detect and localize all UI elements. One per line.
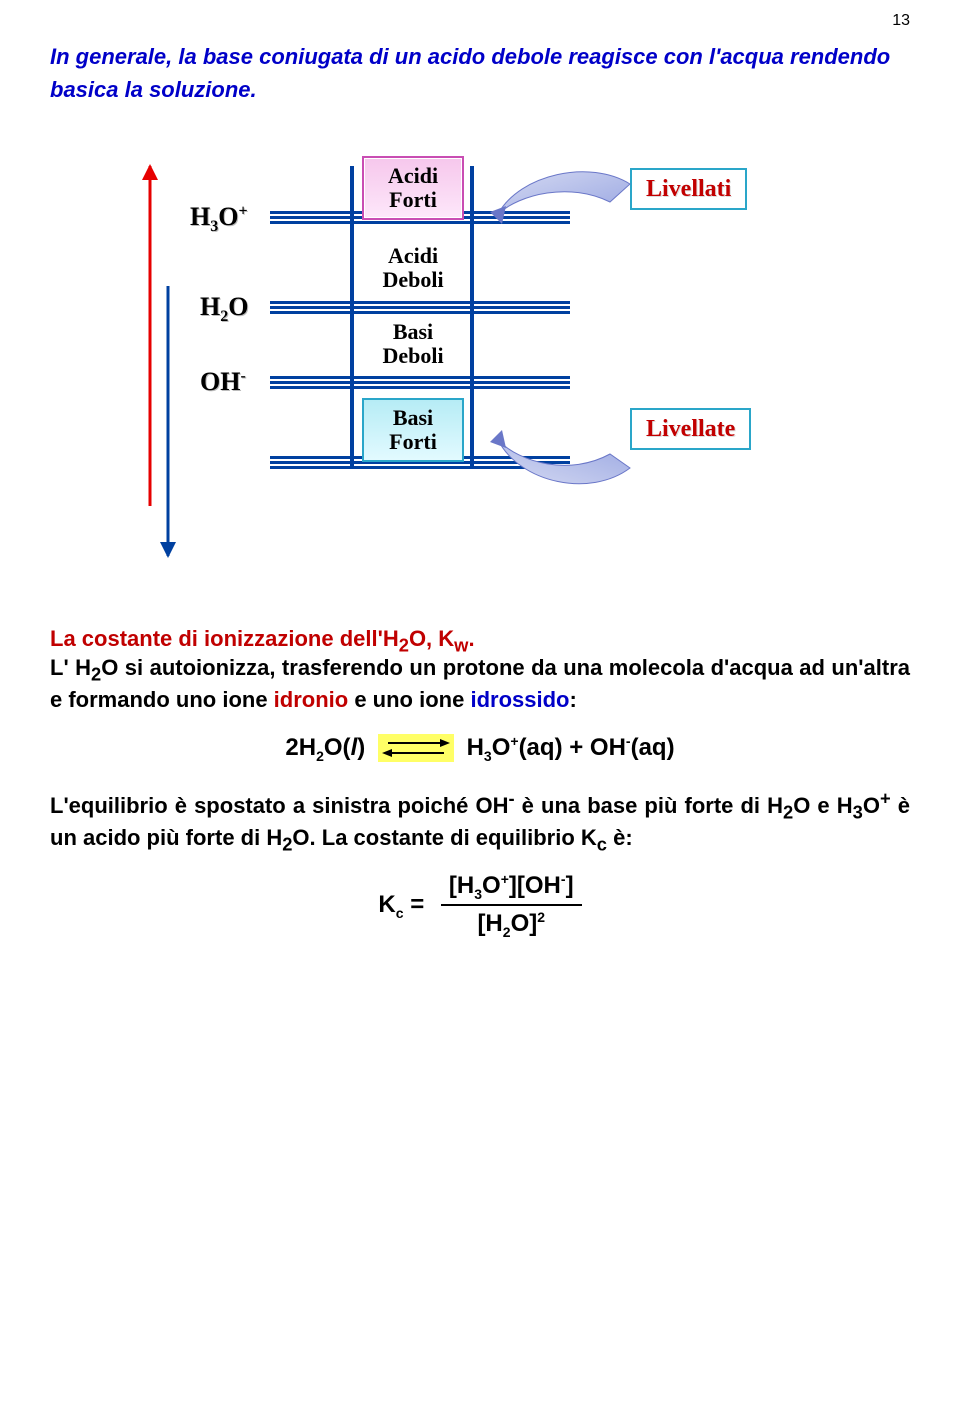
frag-3: e uno ione: [348, 687, 470, 712]
triple-line-3: [270, 376, 570, 390]
intro-paragraph: In generale, la base coniugata di un aci…: [50, 40, 910, 106]
acid-base-strength-diagram: H3O+ H2O OH- AcidiForti AcidiDeboli Basi…: [120, 146, 840, 566]
box-livellate: Livellate: [630, 408, 751, 450]
axis-label-h2o: H2O: [200, 292, 248, 322]
frag-1: L' H: [50, 655, 91, 680]
body-paragraph-equilibrium: L'equilibrio è spostato a sinistra poich…: [50, 790, 910, 854]
section-title-kw: La costante di ionizzazione dell'H2O, Kw…: [50, 626, 910, 652]
box-livellati: Livellati: [630, 168, 747, 210]
box-basi-forti: BasiForti: [362, 398, 464, 462]
box-basi-deboli: BasiDeboli: [368, 318, 458, 370]
kc-numerator: [H3O+][OH-]: [441, 872, 582, 906]
kc-equation: Kc = [H3O+][OH-] [H2O]2: [50, 872, 910, 938]
frag-4: :: [569, 687, 576, 712]
autoionization-reaction: 2H2O(l) H3O+(aq) + OH-(aq): [50, 734, 910, 763]
axis-label-oh: OH-: [200, 367, 246, 397]
kc-lhs: Kc =: [378, 891, 424, 918]
word-idrossido: idrossido: [470, 687, 569, 712]
word-idronio: idronio: [274, 687, 349, 712]
triple-line-2: [270, 301, 570, 315]
body-paragraph-autoionization: L' H2O si autoionizza, trasferendo un pr…: [50, 652, 910, 716]
curve-arrow-bottom: [480, 398, 640, 498]
page-number: 13: [892, 12, 910, 30]
axis-label-h3o: H3O+: [190, 202, 248, 232]
box-acidi-deboli: AcidiDeboli: [368, 242, 458, 294]
kc-fraction: [H3O+][OH-] [H2O]2: [441, 872, 582, 938]
curve-arrow-top: [480, 164, 640, 264]
box-acidi-forti: AcidiForti: [362, 156, 464, 220]
kc-denominator: [H2O]2: [441, 906, 582, 938]
